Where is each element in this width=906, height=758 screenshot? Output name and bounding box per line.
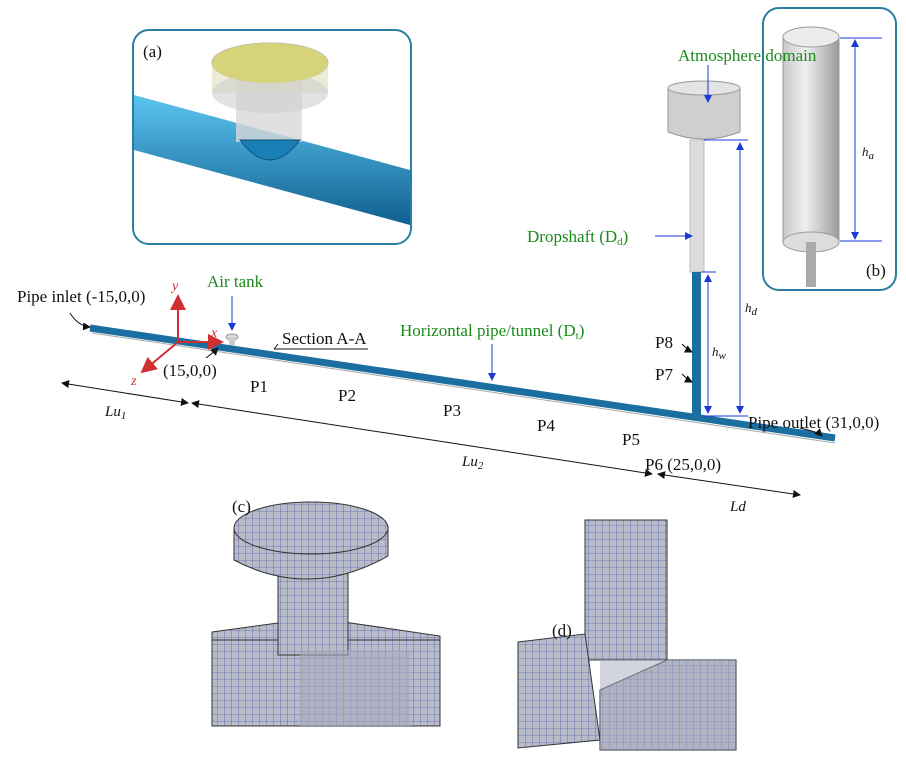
label-close: ) (579, 321, 585, 340)
dimension-main: h (745, 300, 752, 315)
dimension-label: hd (745, 300, 758, 318)
probe-label: P7 (655, 365, 673, 384)
axis-label: z (130, 374, 137, 389)
probe-label: P3 (443, 401, 461, 420)
label: Horizontal pipe/tunnel (Dt) (400, 321, 584, 342)
dimension-main: Lu (461, 454, 478, 470)
label: (15,0,0) (163, 361, 217, 380)
dimension-label: Lu1 (104, 404, 126, 422)
label-sub: t (576, 330, 579, 342)
dimension-main: Lu (104, 404, 121, 420)
probe-label: P4 (537, 416, 555, 435)
inset-label: (c) (232, 497, 251, 516)
axis-label: x (210, 326, 218, 341)
mesh-d: (d) (517, 519, 737, 751)
label: Section A-A (282, 329, 367, 348)
probe-label: P1 (250, 377, 268, 396)
dimension-label: Ld (729, 499, 746, 515)
probe-label: P8 (655, 333, 673, 352)
label: Pipe outlet (31,0,0) (748, 413, 879, 432)
leaders (61, 65, 823, 498)
dimension-sub: w (719, 350, 727, 362)
probe-labels: P1 P2 P3 P4 P5 P7 P8 (250, 333, 673, 449)
label: Air tank (207, 272, 264, 291)
inset-b: ha (b) (762, 7, 897, 291)
inset-a: (a) (132, 29, 412, 245)
dimension-label: ha (862, 144, 875, 162)
label: Atmosphere domain (678, 46, 817, 65)
label: P6 (25,0,0) (645, 455, 721, 474)
dimension-sub: d (752, 306, 758, 318)
probe-label: P5 (622, 430, 640, 449)
inset-label: (a) (143, 42, 162, 61)
dimension-sub: 1 (121, 410, 127, 422)
label-sub: d (617, 236, 623, 248)
dimension-sub: a (869, 150, 875, 162)
probe-label: P2 (338, 386, 356, 405)
inset-label: (d) (552, 621, 572, 640)
label: Dropshaft (Dd) (527, 227, 628, 248)
dimension-sub: 2 (478, 460, 484, 472)
inset-label: (b) (866, 261, 886, 280)
label-main: Horizontal pipe/tunnel (D (400, 321, 576, 340)
label: Pipe inlet (-15,0,0) (17, 287, 145, 306)
dimension-label: Lu2 (461, 454, 484, 472)
mesh-c: (c) (211, 497, 441, 727)
axis-label: y (170, 279, 179, 294)
label-main: Dropshaft (D (527, 227, 617, 246)
label-close: ) (623, 227, 629, 246)
dimension-main: h (862, 144, 869, 159)
dimension-label: hw (712, 344, 727, 362)
dimension-main: h (712, 344, 719, 359)
